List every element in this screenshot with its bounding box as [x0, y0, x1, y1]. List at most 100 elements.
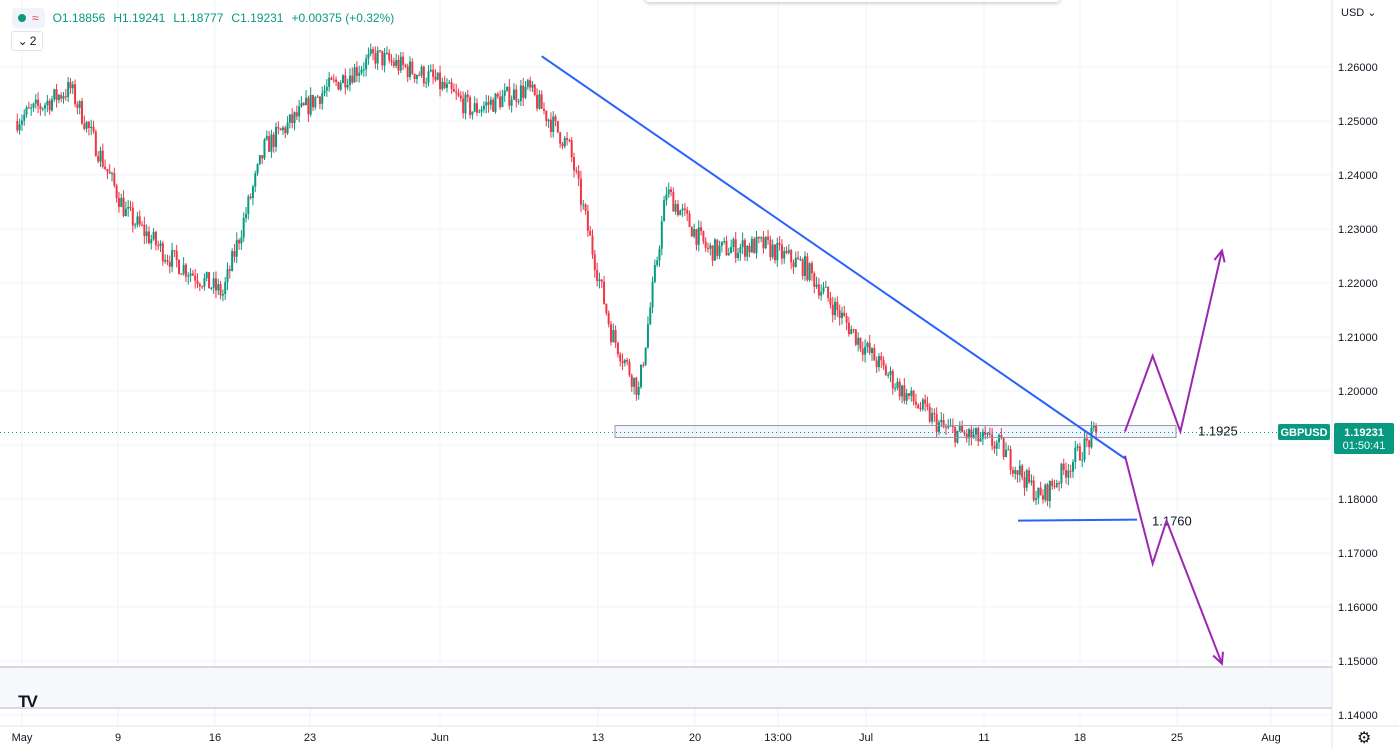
candle-body	[473, 103, 476, 112]
candle-body	[538, 94, 541, 109]
candle-body	[905, 393, 908, 401]
candle-body	[60, 95, 63, 99]
candle-body	[748, 245, 751, 253]
chart-type-icon[interactable]: ≈	[32, 11, 39, 25]
candle-body	[87, 121, 90, 128]
candle-body	[198, 283, 201, 287]
candle-body	[235, 240, 238, 257]
candle-body	[127, 206, 130, 209]
candle-body	[707, 247, 709, 249]
candle-body	[351, 75, 354, 83]
candle-body	[1039, 487, 1042, 496]
candle-body	[293, 112, 296, 124]
candle-body	[1076, 446, 1079, 448]
price-axis[interactable]: 1.26000 1.25000 1.24000 1.23000 1.22000 1.210…	[1338, 62, 1378, 722]
candle-body	[314, 97, 317, 108]
candle-body	[545, 110, 548, 122]
time-tick-label: 18	[1074, 732, 1086, 744]
candle-body	[482, 105, 485, 110]
candle-body	[797, 257, 800, 260]
time-tick-label: 23	[304, 732, 316, 744]
candle-body	[85, 121, 88, 129]
candle-body	[362, 69, 365, 71]
candle-body	[524, 86, 527, 98]
candle-body	[716, 239, 719, 256]
candle-body	[755, 236, 758, 254]
candle-body	[189, 273, 192, 276]
candle-body	[67, 82, 70, 98]
price-tick-label: 1.18000	[1338, 494, 1378, 506]
chevron-down-icon: ⌄	[17, 34, 28, 48]
candle-body	[214, 278, 217, 291]
candle-body	[1002, 438, 1005, 458]
candle-body	[579, 178, 582, 205]
candle-body	[23, 114, 26, 121]
candle-body	[78, 101, 81, 108]
candle-body	[822, 287, 825, 292]
bullish-path-projection[interactable]	[1124, 250, 1223, 436]
candle-body	[101, 150, 104, 167]
candle-body	[53, 89, 56, 100]
currency-selector[interactable]: USD ⌄	[1341, 6, 1376, 20]
candle-body	[307, 97, 310, 115]
candle-body	[182, 264, 185, 274]
time-axis[interactable]: May 9 16 23 Jun 13 20 13:00 Jul 11 18 25 Aug	[12, 732, 1281, 744]
series-visibility-pill[interactable]: ≈	[12, 8, 45, 28]
candle-body	[616, 342, 619, 355]
candle-body	[305, 97, 308, 106]
drawings-layer[interactable]: 1.1925 1.1760	[0, 55, 1332, 666]
candle-body	[1046, 484, 1049, 502]
candle-body	[635, 377, 638, 395]
candle-body	[376, 50, 379, 64]
candle-body	[111, 173, 114, 175]
candle-body	[603, 281, 606, 304]
candle-body	[852, 329, 855, 331]
indicators-toggle[interactable]: ⌄ 2	[11, 31, 43, 51]
candle-body	[804, 256, 807, 276]
candle-body	[325, 86, 328, 91]
candle-body	[651, 282, 654, 308]
downtrend-line[interactable]	[541, 55, 1126, 460]
resistance-level-label: 1.1925	[1198, 424, 1238, 439]
bearish-path-arrowhead	[1212, 651, 1224, 666]
candle-body	[894, 387, 897, 389]
candle-body	[734, 239, 737, 258]
candle-body	[681, 208, 684, 211]
candle-body	[924, 399, 927, 404]
candle-body	[41, 108, 44, 110]
ohlc-open: O1.18856	[52, 11, 106, 25]
candle-body	[298, 106, 301, 117]
candle-body	[395, 59, 398, 66]
candle-body	[30, 107, 33, 109]
candle-body	[512, 89, 515, 100]
candle-body	[998, 435, 1001, 443]
candle-body	[240, 237, 243, 244]
bullish-path-arrowhead	[1213, 248, 1226, 263]
candle-body	[344, 75, 347, 88]
candle-body	[92, 126, 95, 132]
candle-body	[663, 200, 666, 222]
candle-body	[672, 192, 675, 212]
time-tick-label: 25	[1171, 732, 1183, 744]
candle-body	[753, 238, 756, 254]
candle-body	[633, 377, 636, 387]
candle-body	[921, 399, 924, 410]
candle-body	[965, 433, 968, 439]
resistance-zone[interactable]	[614, 425, 1177, 438]
candle-body	[476, 103, 478, 113]
candle-body	[794, 257, 797, 267]
settings-gear-icon[interactable]: ⚙	[1357, 730, 1372, 747]
candle-body	[566, 138, 569, 141]
tradingview-logo-icon[interactable]: TV	[18, 692, 38, 711]
candle-body	[168, 261, 171, 267]
candle-body	[827, 286, 830, 298]
candle-body	[568, 140, 571, 142]
candle-body	[178, 260, 181, 274]
bearish-path-projection[interactable]	[1123, 455, 1223, 665]
candle-body	[1035, 498, 1038, 501]
top-toolbar-tab[interactable]	[645, 0, 1060, 2]
support-line[interactable]	[1017, 518, 1138, 522]
price-tick-label: 1.14000	[1338, 710, 1378, 722]
candle-body	[554, 116, 557, 121]
